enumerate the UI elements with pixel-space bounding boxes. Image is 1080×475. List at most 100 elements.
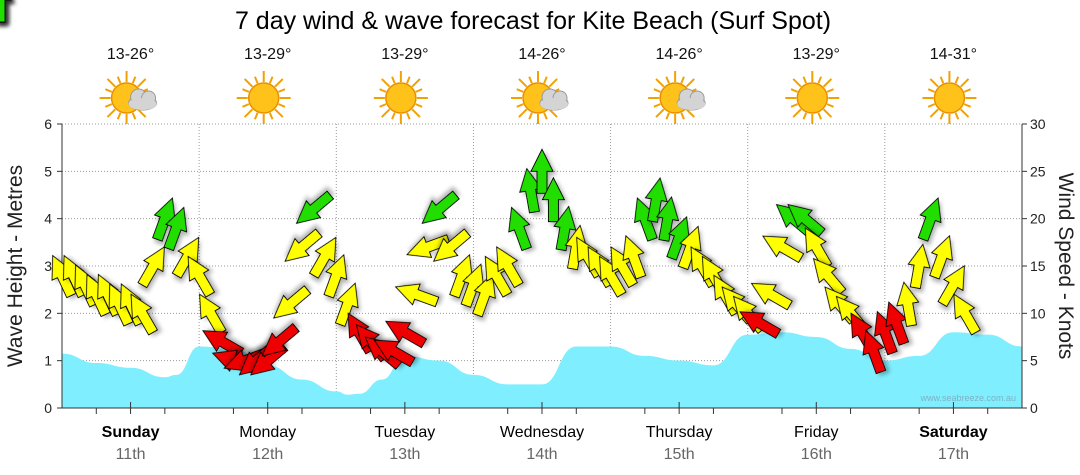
wind-arrow-shape xyxy=(137,246,165,289)
sun-ray xyxy=(411,78,421,88)
sun-ray xyxy=(680,76,685,84)
sun-icon xyxy=(922,71,977,125)
sun-ray xyxy=(927,103,936,108)
wind-arrow-shape xyxy=(284,228,323,262)
wind-arrow-shape xyxy=(406,234,451,258)
wind-arrow-shape xyxy=(656,196,680,242)
y-left-tick-label: 4 xyxy=(44,211,52,227)
sun-ray xyxy=(802,112,808,120)
y-left-tick-label: 3 xyxy=(44,258,52,274)
wind-arrow xyxy=(421,190,460,224)
sun-ray xyxy=(927,88,936,93)
temperature-range-label: 13-29° xyxy=(244,46,291,63)
wind-arrow-shape xyxy=(199,293,227,336)
sun-ray xyxy=(665,76,670,84)
sun-ray xyxy=(963,103,972,108)
wind-arrow xyxy=(812,257,847,297)
wind-arrow xyxy=(622,234,647,280)
wind-arrow-shape xyxy=(553,205,577,252)
wind-arrow-shape xyxy=(152,197,176,242)
sun-ray xyxy=(653,103,661,108)
sun-ray xyxy=(137,108,147,118)
sun-ray xyxy=(278,88,286,93)
cloud-icon xyxy=(676,88,706,111)
day-labels: Sunday 11th Monday 12th Tuesday 13th Wednesday… xyxy=(102,424,988,463)
wind-arrow xyxy=(885,301,910,346)
wind-arrow-shape xyxy=(787,203,826,238)
sun-ray xyxy=(518,108,528,118)
wind-arrow-shape xyxy=(460,263,485,308)
wind-arrow-shape xyxy=(750,282,793,311)
wind-arrow-shape xyxy=(953,293,981,336)
wind-arrow xyxy=(163,206,188,252)
wind-arrow xyxy=(373,339,416,368)
wind-arrow xyxy=(0,0,12,23)
sun-disc xyxy=(247,82,280,114)
sun-ray xyxy=(543,76,548,84)
sun-ray xyxy=(379,88,387,93)
wind-arrow-shape xyxy=(644,177,668,223)
sun-ray xyxy=(655,78,665,88)
sun-ray xyxy=(243,78,254,88)
wind-arrow xyxy=(519,167,543,214)
wind-arrow-shape xyxy=(187,255,216,298)
y-left-tick-label: 6 xyxy=(44,116,52,132)
wind-arrow-shape xyxy=(610,246,638,289)
sun-ray xyxy=(939,76,945,84)
wind-arrow-shape xyxy=(373,339,416,368)
wind-arrow-shape xyxy=(739,311,782,339)
sun-ray xyxy=(518,78,528,88)
sun-ray xyxy=(274,108,284,118)
cloud-part xyxy=(128,98,157,110)
sun-ray xyxy=(411,108,421,118)
wind-arrow xyxy=(929,234,953,280)
wind-arrow xyxy=(384,320,428,349)
wind-arrow-shape xyxy=(449,253,473,299)
sun-ray xyxy=(963,88,972,93)
y-left-tick-label: 0 xyxy=(44,400,52,416)
wind-arrow xyxy=(484,255,513,298)
watermark: www.seabreeze.com.au xyxy=(919,393,1016,403)
sun-ray xyxy=(929,78,939,88)
sun-ray xyxy=(822,78,833,88)
wind-arrow-shape xyxy=(163,206,188,252)
y-right-tick-label: 15 xyxy=(1030,258,1046,274)
sun-ray xyxy=(929,108,939,118)
sun-ray xyxy=(391,76,396,84)
sun-ray xyxy=(516,103,524,108)
wind-arrow-shape xyxy=(334,282,359,327)
y-right-tick-label: 0 xyxy=(1030,400,1038,416)
wind-arrow-shape xyxy=(599,255,627,298)
wave-height-area xyxy=(62,332,1022,408)
sun-ray xyxy=(268,76,274,84)
wind-arrow xyxy=(308,236,337,279)
sun-ray xyxy=(406,112,411,120)
wind-arrow xyxy=(130,293,158,336)
temperature-range-label: 13-29° xyxy=(381,46,428,63)
day-date-label: 15th xyxy=(664,446,695,463)
sun-disc xyxy=(385,82,417,114)
y-right-tick-label: 25 xyxy=(1030,163,1046,179)
wind-arrow-shape xyxy=(896,281,920,327)
wind-arrow xyxy=(634,197,658,242)
sun-ray xyxy=(528,76,533,84)
sun-ray xyxy=(106,108,116,118)
wind-arrow xyxy=(508,206,532,252)
wind-arrow-shape xyxy=(421,190,460,224)
sun-ray xyxy=(960,108,970,118)
day-date-label: 11th xyxy=(116,446,146,463)
wind-arrow xyxy=(762,235,805,264)
wind-arrow-shape xyxy=(0,0,12,23)
sun-disc xyxy=(933,82,966,114)
wind-arrow xyxy=(656,196,680,242)
wind-arrow xyxy=(472,272,496,318)
wind-arrow xyxy=(907,243,931,290)
sun-ray xyxy=(274,78,284,88)
wind-arrow-shape xyxy=(508,206,532,252)
wind-arrow-shape xyxy=(261,323,300,357)
wind-arrow xyxy=(137,246,165,289)
wind-arrow xyxy=(862,329,887,375)
day-date-label: 13th xyxy=(389,446,420,463)
day-name-label: Monday xyxy=(239,424,296,441)
